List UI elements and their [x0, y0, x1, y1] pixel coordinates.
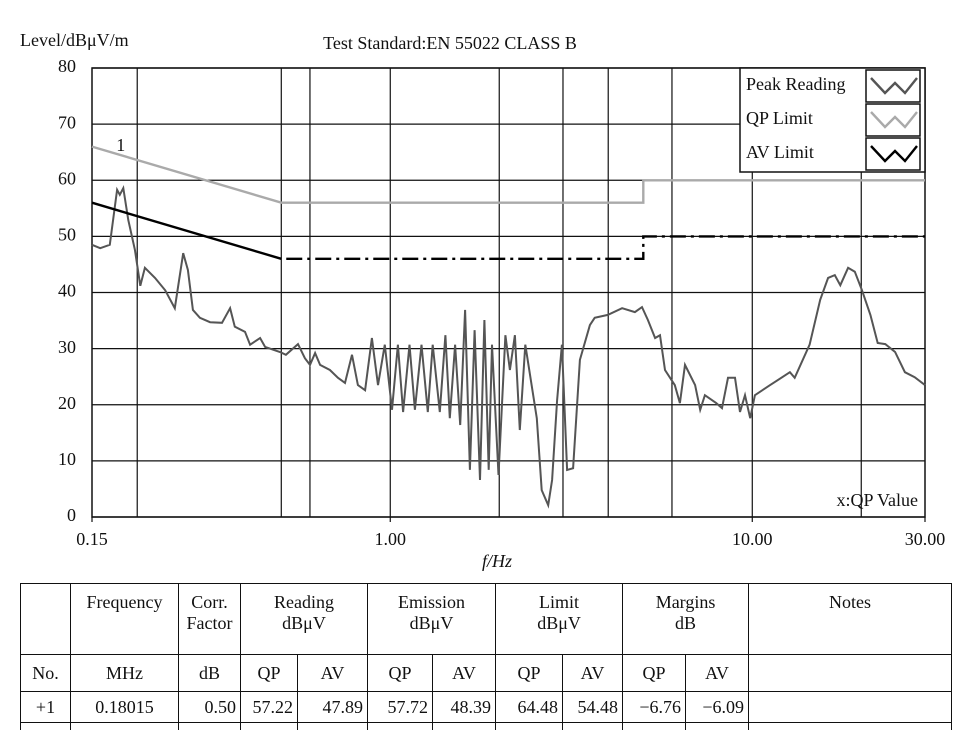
table-header: Corr. Factor: [186, 592, 233, 633]
legend-label: QP Limit: [746, 108, 813, 128]
table-header: Corr. Factor: [178, 583, 241, 655]
series-line: [91, 145, 925, 204]
table-cell: [748, 654, 952, 692]
table-unit: QP: [495, 654, 564, 692]
y-tick-label: 10: [58, 449, 76, 469]
table-unit: AV: [562, 654, 624, 692]
y-tick-label: 0: [67, 505, 76, 525]
table-unit: No.: [20, 654, 71, 692]
series-line: [91, 184, 926, 509]
table-header: Limit dBμV: [495, 583, 624, 655]
x-axis-label: f/Hz: [482, 551, 512, 571]
table-header: Notes: [748, 583, 952, 655]
table-unit: MHz: [70, 654, 179, 692]
table-cell: −6.09: [685, 691, 750, 723]
table-cell: −6.76: [622, 691, 687, 723]
chart-title: Test Standard:EN 55022 CLASS B: [323, 33, 577, 53]
legend-label: Peak Reading: [746, 74, 845, 94]
table-cell: 0.18015: [70, 691, 179, 723]
table-header: Margins dB: [655, 592, 716, 633]
table-cell: 54.48: [562, 691, 624, 723]
y-tick-label: 80: [58, 56, 76, 76]
table-header: Limit dBμV: [537, 592, 581, 633]
y-tick-label: 30: [58, 337, 76, 357]
table-cell: +1: [20, 691, 71, 723]
table-unit: AV: [297, 654, 368, 692]
y-tick-label: 40: [58, 281, 76, 301]
table-cell: 48.39: [431, 691, 497, 723]
table-cell: 64.48: [495, 691, 564, 723]
x-tick-label: 10.00: [732, 529, 773, 549]
annotation: x:QP Value: [836, 490, 918, 510]
table-unit: dB: [178, 654, 241, 692]
x-tick-label: 0.15: [76, 529, 108, 549]
table-cell: 47.89: [297, 691, 368, 723]
table-header: Emission dBμV: [366, 583, 497, 655]
table-cell: 0.50: [178, 691, 241, 723]
y-tick-label: 60: [58, 168, 76, 188]
legend-icon: [870, 111, 918, 129]
y-tick-label: 50: [58, 225, 76, 245]
table-unit: QP: [622, 654, 687, 692]
table-header: Margins dB: [622, 583, 750, 655]
y-axis-label: Level/dBμV/m: [20, 30, 129, 50]
y-tick-label: 70: [58, 112, 76, 132]
table-cell: 57.22: [240, 691, 298, 723]
table-header: Emission dBμV: [398, 592, 466, 633]
chart: Level/dBμV/m Test Standard:EN 55022 CLAS…: [20, 30, 946, 571]
table-header: Frequency: [70, 583, 179, 655]
table-unit: AV: [431, 654, 497, 692]
data-table: Frequency Corr. Factor Reading dBμV Emis…: [20, 583, 952, 730]
plot-frame: [91, 67, 926, 518]
legend-icon: [870, 77, 918, 95]
table-unit: AV: [685, 654, 750, 692]
series-line: [91, 201, 925, 260]
units-row: No. MHz dB QP AV QP AV QP AV QP AV: [20, 654, 952, 692]
table-container: Frequency Corr. Factor Reading dBμV Emis…: [20, 583, 952, 730]
table-header: Reading dBμV: [274, 592, 334, 633]
table-unit: QP: [240, 654, 298, 692]
x-tick-label: 1.00: [375, 529, 407, 549]
table-cell: 57.72: [367, 691, 433, 723]
x-tick-label: 30.00: [905, 529, 946, 549]
y-tick-label: 20: [58, 393, 76, 413]
table-header: Reading dBμV: [240, 583, 368, 655]
legend-label: AV Limit: [746, 142, 814, 162]
marker-label: 1: [116, 135, 125, 155]
table-row: [20, 722, 952, 730]
table-cell: [20, 583, 71, 655]
legend-icon: [870, 145, 918, 163]
table-row: +1 0.18015 0.50 57.22 47.89 57.72 48.39 64.48 54…: [20, 691, 952, 723]
table-cell: [748, 691, 952, 723]
table-unit: QP: [367, 654, 433, 692]
